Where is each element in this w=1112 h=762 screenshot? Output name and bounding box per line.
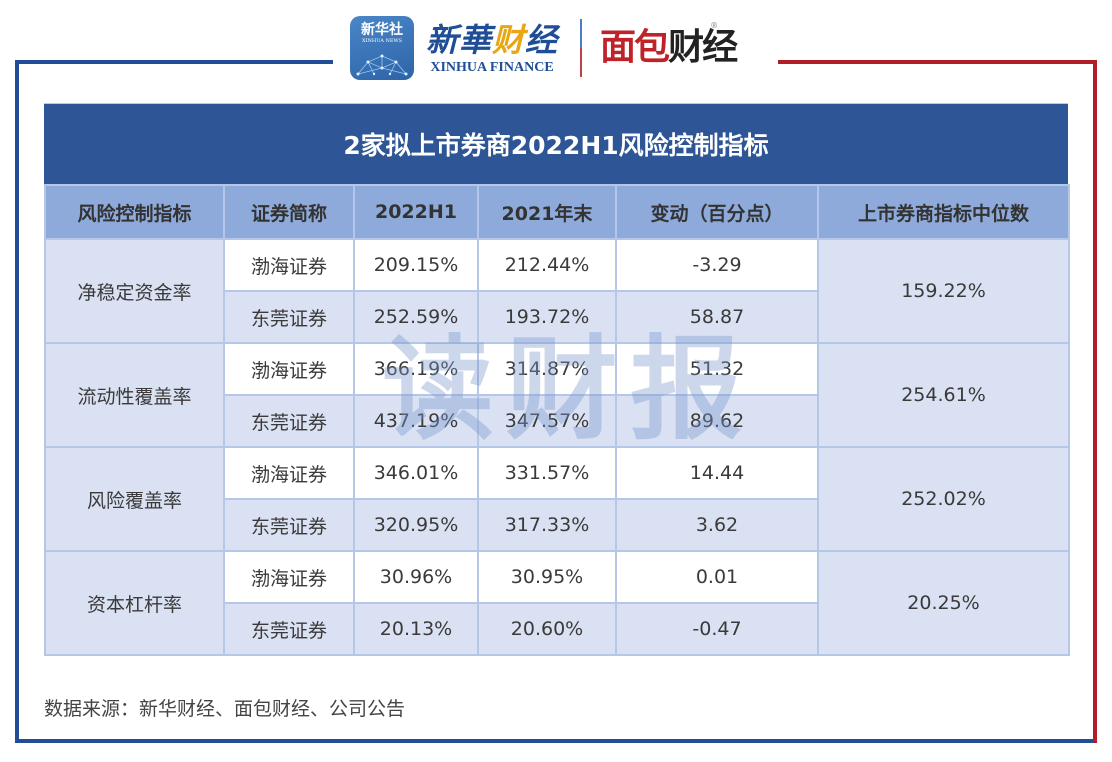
table-row: 风险覆盖率 渤海证券 346.01% 331.57% 14.44 252.02% [44,446,1070,552]
table-header-row: 风险控制指标 证券简称 2022H1 2021年末 变动（百分点） 上市券商指标… [44,184,1070,240]
value-2022h1-cell: 366.19% [353,342,479,396]
median-cell: 20.25% [817,550,1070,656]
table-row: 东莞证券 320.95% 317.33% 3.62 [45,498,1069,552]
data-source-note: 数据来源：新华财经、面包财经、公司公告 [44,698,406,720]
value-2021-end-cell: 193.72% [477,290,617,344]
value-2022h1-cell: 346.01% [353,446,479,500]
table-title: 2家拟上市券商2022H1风险控制指标 [44,103,1068,184]
change-cell: -0.47 [615,602,819,656]
mianbao-logo-part1: 面包 [600,27,670,68]
broker-cell: 东莞证券 [223,290,355,344]
xinhua-finance-logo: 新華财经 XINHUA FINANCE [426,20,558,76]
value-2021-end-cell: 20.60% [477,602,617,656]
value-2021-end-cell: 212.44% [477,238,617,292]
table-row: 流动性覆盖率 渤海证券 366.19% 314.87% 51.32 254.61… [44,342,1070,448]
change-cell: 3.62 [615,498,819,552]
frame-line-right [1093,60,1097,743]
median-cell: 159.22% [817,238,1070,344]
frame-line-top-left [15,60,333,64]
mianbao-logo-part2: 财经 [668,27,738,68]
broker-cell: 渤海证券 [223,342,355,396]
indicator-cell: 净稳定资金率 [44,238,225,344]
xinhua-finance-logo-prefix: 新華 [426,21,493,59]
value-2022h1-cell: 20.13% [353,602,479,656]
xinhua-news-logo: 新华社 XINHUA NEWS [350,16,414,80]
logo-divider [580,19,583,77]
value-2022h1-cell: 320.95% [353,498,479,552]
column-header-2021-end: 2021年末 [477,184,617,240]
table-row: 东莞证券 252.59% 193.72% 58.87 [45,290,1069,344]
value-2021-end-cell: 331.57% [477,446,617,500]
network-icon [356,54,408,76]
xinhua-finance-logo-suffix: 经 [525,21,559,59]
value-2022h1-cell: 252.59% [353,290,479,344]
change-cell: 14.44 [615,446,819,500]
xinhua-news-logo-cn: 新华社 [361,22,403,38]
registered-mark-icon: ® [710,21,719,30]
indicator-cell: 流动性覆盖率 [44,342,225,448]
column-header-2022h1: 2022H1 [353,184,479,240]
broker-cell: 东莞证券 [223,498,355,552]
value-2022h1-cell: 209.15% [353,238,479,292]
table-row: 净稳定资金率 渤海证券 209.15% 212.44% -3.29 159.22… [44,238,1070,344]
broker-cell: 渤海证券 [223,446,355,500]
value-2021-end-cell: 347.57% [477,394,617,448]
table-row: 东莞证券 20.13% 20.60% -0.47 [45,602,1069,656]
frame-line-top-right [778,60,1096,64]
value-2021-end-cell: 317.33% [477,498,617,552]
xinhua-news-logo-en: XINHUA NEWS [361,38,403,44]
risk-indicator-table: 2家拟上市券商2022H1风险控制指标 风险控制指标 证券简称 2022H1 2… [44,103,1070,656]
indicator-cell: 风险覆盖率 [44,446,225,552]
mianbao-finance-logo: 面包 财经 ® [600,19,738,77]
median-cell: 252.02% [817,446,1070,552]
table-row: 东莞证券 437.19% 347.57% 89.62 [45,394,1069,448]
column-header-median: 上市券商指标中位数 [817,184,1070,240]
broker-cell: 渤海证券 [223,238,355,292]
indicator-cell: 资本杠杆率 [44,550,225,656]
change-cell: 51.32 [615,342,819,396]
broker-cell: 渤海证券 [223,550,355,604]
value-2022h1-cell: 437.19% [353,394,479,448]
xinhua-finance-logo-mid: 财 [492,21,526,59]
value-2021-end-cell: 314.87% [477,342,617,396]
broker-cell: 东莞证券 [223,602,355,656]
frame-line-left [15,60,19,743]
logo-bar: 新华社 XINHUA NEWS 新華财经 XINHUA FINANCE 面包 财经… [350,14,738,82]
table-row: 资本杠杆率 渤海证券 30.96% 30.95% 0.01 20.25% [44,550,1070,656]
change-cell: -3.29 [615,238,819,292]
frame-line-bottom [15,739,1097,743]
change-cell: 0.01 [615,550,819,604]
change-cell: 58.87 [615,290,819,344]
xinhua-finance-logo-en: XINHUA FINANCE [430,60,554,75]
change-cell: 89.62 [615,394,819,448]
broker-cell: 东莞证券 [223,394,355,448]
value-2021-end-cell: 30.95% [477,550,617,604]
value-2022h1-cell: 30.96% [353,550,479,604]
column-header-broker: 证券简称 [223,184,355,240]
median-cell: 254.61% [817,342,1070,448]
column-header-change: 变动（百分点） [615,184,819,240]
column-header-indicator: 风险控制指标 [44,184,225,240]
